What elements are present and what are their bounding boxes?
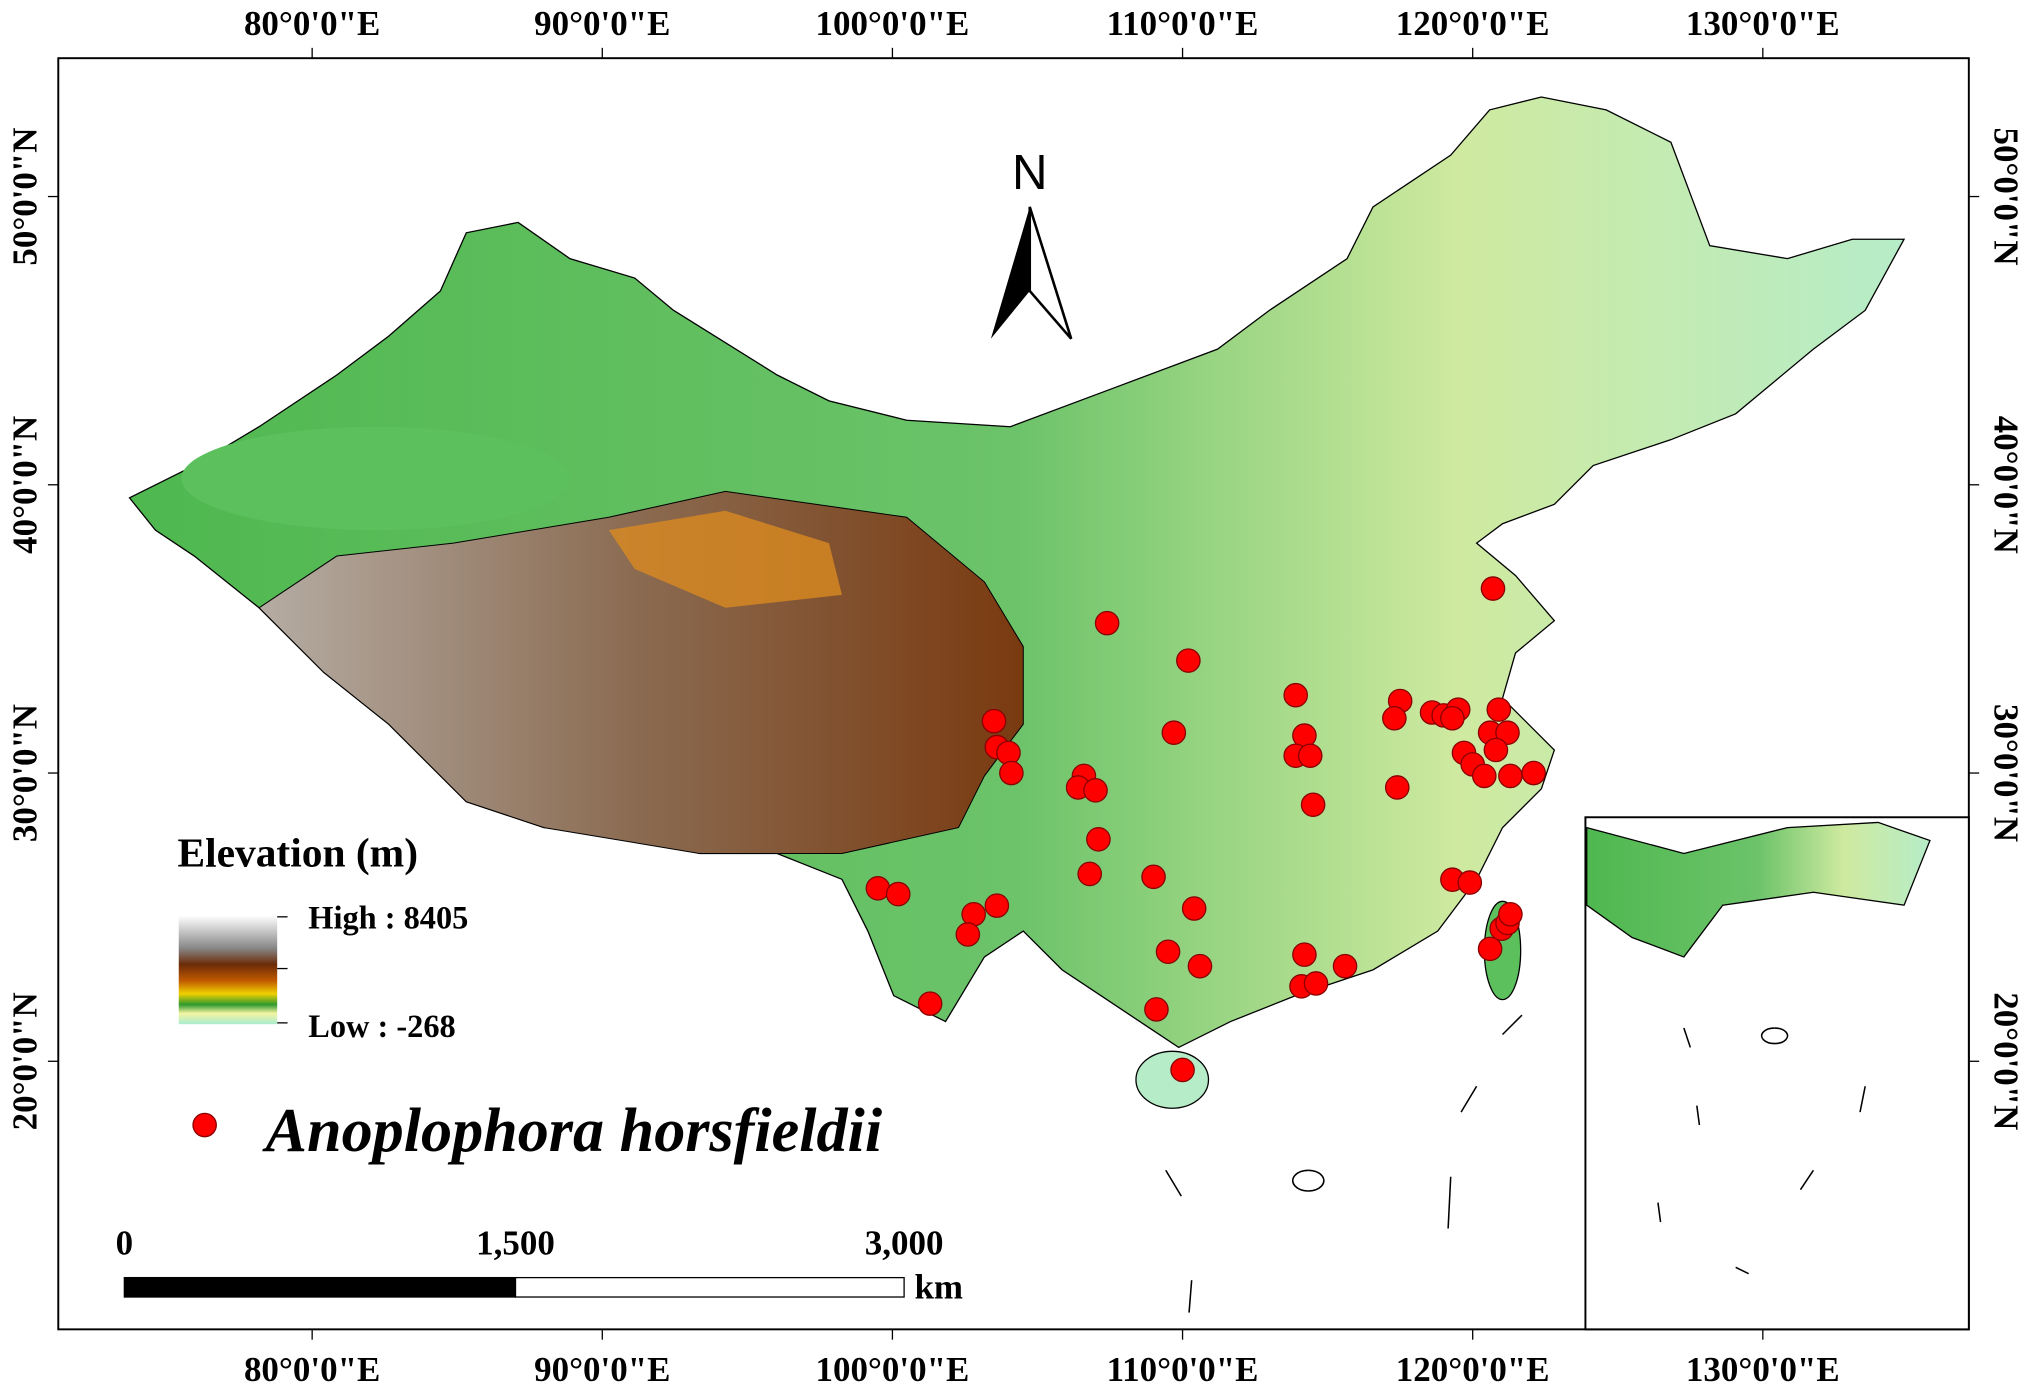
occurrence-points (865, 576, 1546, 1083)
occurrence-point (1483, 737, 1509, 763)
occurrence-point (885, 881, 911, 907)
y-tick-label: 50°0'0"N (5, 128, 44, 266)
x-tick-label: 110°0'0"E (1107, 1350, 1259, 1389)
occurrence-point (981, 708, 1007, 734)
occurrence-point (1471, 763, 1497, 789)
occurrence-point (1495, 720, 1520, 745)
scale-bar: 0 1,500 3,000 km (116, 1223, 963, 1306)
x-tick-label: 90°0'0"E (534, 1350, 670, 1389)
legend-title: Elevation (m) (177, 829, 418, 876)
occurrence-point (865, 876, 891, 901)
scale-bar-white (514, 1276, 905, 1298)
occurrence-point (1077, 861, 1103, 887)
x-tick-label: 80°0'0"E (244, 1350, 380, 1389)
north-arrow-right (1028, 206, 1073, 340)
y-tick-label: 20°0'0"N (5, 992, 44, 1130)
occurrence-point (1161, 720, 1187, 745)
occurrence-point (1155, 939, 1181, 965)
legend-marker (192, 1112, 217, 1138)
y-tick-label: 30°0'0"N (5, 704, 44, 842)
occurrence-point (984, 893, 1010, 918)
y-tick-label: 20°0'0"N (1987, 992, 2026, 1130)
scale-unit: km (914, 1267, 963, 1306)
x-tick-label: 110°0'0"E (1107, 4, 1259, 43)
x-tick-label: 80°0'0"E (244, 4, 380, 43)
x-tick-label: 130°0'0"E (1686, 1350, 1840, 1389)
inset (1584, 816, 1970, 1331)
north-label: N (1012, 145, 1048, 200)
occurrence-point (1170, 1057, 1195, 1083)
legend: Elevation (m) High : 8405 Low : -268 Ano… (177, 829, 882, 1164)
basemap (128, 96, 1906, 1313)
occurrence-point (1144, 997, 1169, 1022)
inset-land (1586, 821, 1931, 958)
occurrence-point (1477, 936, 1503, 962)
occurrence-point (1086, 827, 1111, 852)
hainan (1135, 1050, 1210, 1109)
occurrence-point (1083, 778, 1108, 803)
occurrence-point (1486, 697, 1512, 722)
legend-low: Low : -268 (308, 1008, 455, 1044)
occurrence-point (955, 922, 981, 947)
occurrence-point (1521, 760, 1546, 786)
scale-bar-black (123, 1276, 517, 1298)
tarim-basin (181, 426, 570, 531)
x-tick-label: 100°0'0"E (815, 4, 969, 43)
occurrence-point (1384, 775, 1410, 800)
legend-species: Anoplophora horsfieldii (262, 1097, 883, 1165)
x-tick-label: 90°0'0"E (534, 4, 670, 43)
occurrence-point (1283, 682, 1309, 708)
x-tick-label: 130°0'0"E (1686, 4, 1840, 43)
x-tick-label: 120°0'0"E (1396, 1350, 1550, 1389)
occurrence-point (1440, 705, 1465, 731)
occurrence-point (999, 760, 1024, 786)
x-tick-label: 100°0'0"E (815, 1350, 969, 1389)
occurrence-point (1141, 864, 1166, 890)
legend-high: High : 8405 (308, 899, 468, 935)
scale-label: 1,500 (476, 1223, 555, 1262)
inset-islands (1657, 1027, 1866, 1275)
y-tick-label: 40°0'0"N (1987, 416, 2026, 554)
occurrence-point (917, 991, 943, 1016)
occurrence-point (1382, 705, 1407, 731)
islands (1165, 1014, 1523, 1313)
occurrence-point (1187, 953, 1213, 979)
occurrence-point (1498, 901, 1523, 927)
scale-label: 0 (116, 1223, 133, 1262)
occurrence-point (1300, 792, 1326, 818)
x-tick-label: 120°0'0"E (1396, 4, 1550, 43)
y-tick-label: 30°0'0"N (1987, 704, 2026, 842)
occurrence-point (1303, 971, 1329, 996)
occurrence-point (1292, 942, 1317, 967)
occurrence-point (1181, 896, 1207, 921)
y-tick-label: 50°0'0"N (1987, 128, 2026, 266)
occurrence-point (1480, 576, 1506, 601)
occurrence-point (1297, 743, 1323, 769)
occurrence-point (1457, 870, 1483, 895)
occurrence-point (1332, 953, 1358, 979)
occurrence-point (1176, 648, 1201, 673)
occurrence-point (996, 740, 1021, 766)
y-tick-label: 40°0'0"N (5, 416, 44, 554)
elevation-ramp (178, 915, 278, 1025)
occurrence-point (1094, 610, 1120, 636)
qaidam-basin (608, 510, 842, 608)
occurrence-point (1498, 763, 1523, 789)
scale-label: 3,000 (865, 1223, 944, 1262)
